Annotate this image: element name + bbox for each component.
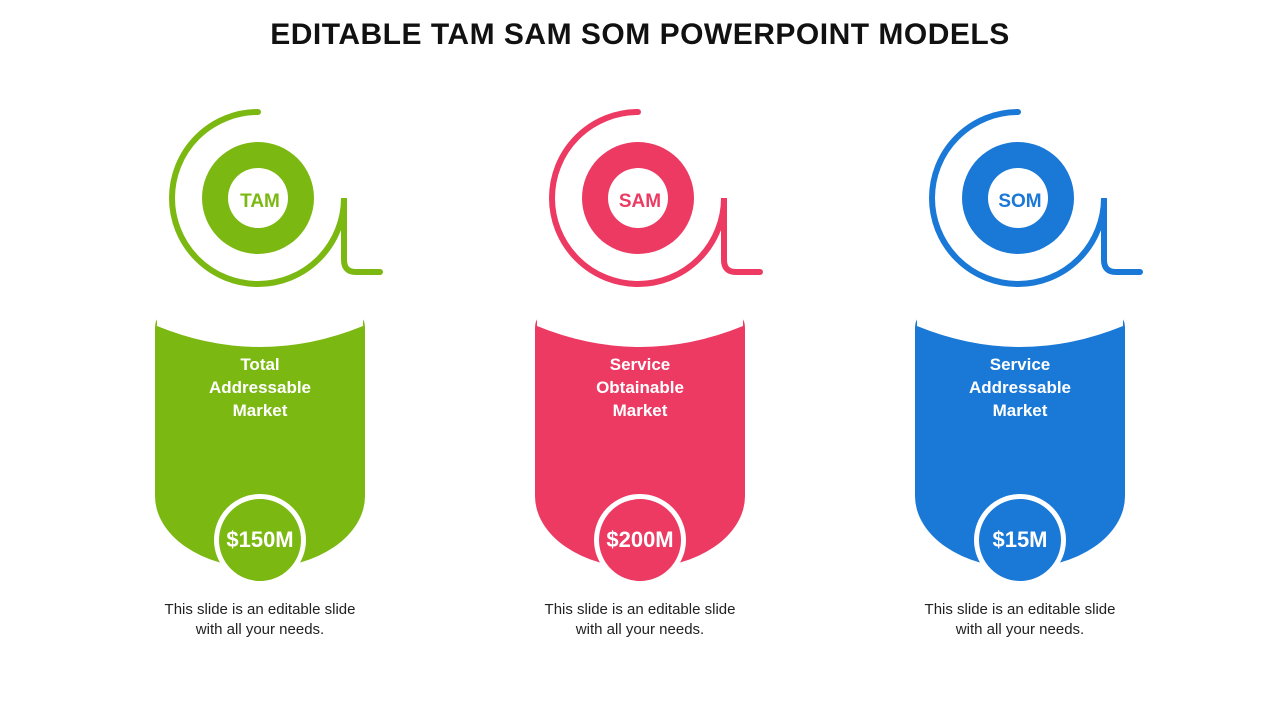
market-banner: Service Obtainable Market $200M <box>535 314 745 574</box>
market-abbr: SOM <box>998 191 1041 213</box>
market-banner: Total Addressable Market $150M <box>155 314 365 574</box>
card-caption: This slide is an editable slide with all… <box>530 600 750 641</box>
spiral-icon: SOM <box>890 90 1150 320</box>
value-badge: $15M <box>974 494 1066 586</box>
market-card-sam: SAM Service Obtainable Market $200M This sli… <box>495 90 785 641</box>
value-badge: $200M <box>594 494 686 586</box>
label-line: Service <box>990 355 1051 374</box>
card-caption: This slide is an editable slide with all… <box>910 600 1130 641</box>
label-line: Addressable <box>209 378 311 397</box>
label-line: Market <box>233 401 288 420</box>
market-label: Service Obtainable Market <box>535 354 745 423</box>
label-line: Addressable <box>969 378 1071 397</box>
market-banner: Service Addressable Market $15M <box>915 314 1125 574</box>
market-card-tam: TAM Total Addressable Market $150M This slid… <box>115 90 405 641</box>
slide-title-text: EDITABLE TAM SAM SOM POWERPOINT MODELS <box>270 18 1010 51</box>
market-card-som: SOM Service Addressable Market $15M This sli… <box>875 90 1165 641</box>
value-text: $200M <box>606 527 673 553</box>
spiral-icon: SAM <box>510 90 770 320</box>
market-abbr: TAM <box>240 191 280 213</box>
label-line: Market <box>993 401 1048 420</box>
label-line: Obtainable <box>596 378 684 397</box>
value-text: $15M <box>992 527 1047 553</box>
market-label: Total Addressable Market <box>155 354 365 423</box>
card-caption: This slide is an editable slide with all… <box>150 600 370 641</box>
label-line: Service <box>610 355 671 374</box>
slide-title: EDITABLE TAM SAM SOM POWERPOINT MODELS <box>0 18 1280 52</box>
slide: EDITABLE TAM SAM SOM POWERPOINT MODELS T… <box>0 0 1280 720</box>
market-label: Service Addressable Market <box>915 354 1125 423</box>
market-abbr: SAM <box>619 191 661 213</box>
value-badge: $150M <box>214 494 306 586</box>
label-line: Market <box>613 401 668 420</box>
value-text: $150M <box>226 527 293 553</box>
spiral-icon: TAM <box>130 90 390 320</box>
label-line: Total <box>240 355 279 374</box>
cards-row: TAM Total Addressable Market $150M This slid… <box>0 90 1280 641</box>
